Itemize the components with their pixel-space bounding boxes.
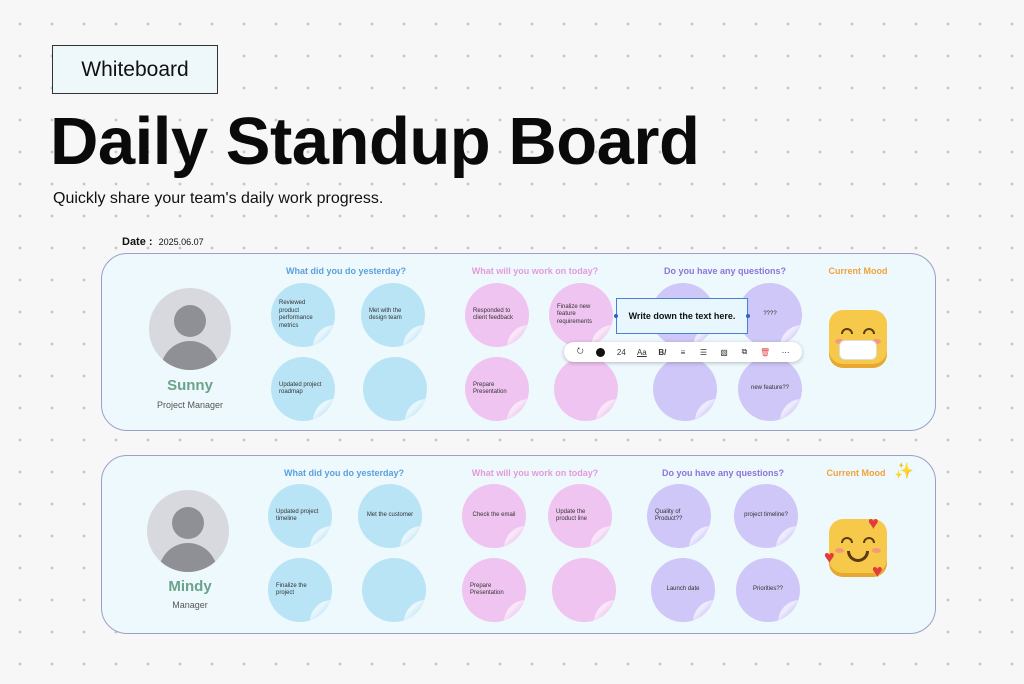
textbox-content: Write down the text here. <box>628 311 736 321</box>
note-text: Check the email <box>472 512 516 519</box>
heart-icon: ♥ <box>824 547 835 567</box>
avatar-icon <box>149 288 231 370</box>
note-text: Quality of Product?? <box>655 508 683 523</box>
sticky-note[interactable]: Quality of Product?? <box>647 484 711 548</box>
header-questions: Do you have any questions? <box>661 468 785 478</box>
sticky-note[interactable]: Finalize new feature requirements <box>549 283 613 347</box>
sticky-note[interactable] <box>362 558 426 622</box>
note-text: Updated project roadmap <box>279 381 322 396</box>
member-name: Mindy <box>168 578 212 595</box>
member-role: Manager <box>172 600 208 610</box>
sticky-note[interactable]: Prepare Presentation <box>462 558 526 622</box>
heart-icon: ♥ <box>872 561 883 581</box>
sticky-note[interactable]: Responded to client feedback <box>465 283 529 347</box>
sticky-note[interactable]: Check the email <box>462 484 526 548</box>
copy-icon[interactable]: ⧉ <box>741 347 748 356</box>
sticky-note[interactable]: Priorities?? <box>736 558 800 622</box>
sticky-note[interactable]: Finalize the project <box>268 558 332 622</box>
more-icon[interactable]: ⋯ <box>781 347 790 357</box>
date-label: Date : 2025.06.07 <box>122 236 204 248</box>
mask-face-emoji-icon[interactable] <box>829 310 887 368</box>
note-text: Finalize the project <box>276 582 307 597</box>
party-popper-icon: ✨ <box>894 463 914 480</box>
note-text: Finalize new feature requirements <box>557 303 593 325</box>
header-today: What will you work on today? <box>471 468 599 478</box>
sticky-note[interactable]: Update the product line <box>548 484 612 548</box>
header-today: What will you work on today? <box>471 266 599 276</box>
paint-bucket-icon[interactable]: ⭮ <box>576 346 584 355</box>
resize-handle-right[interactable] <box>746 314 750 318</box>
text-input-box[interactable]: Write down the text here. <box>614 298 750 334</box>
page-title: Daily Standup Board <box>50 104 700 179</box>
avatar-icon <box>147 490 229 572</box>
member-role: Project Manager <box>156 400 224 410</box>
sticky-note[interactable]: Reviewed product performance metrics <box>271 283 335 347</box>
border-icon[interactable]: ▧ <box>720 347 728 357</box>
list-icon[interactable]: ☰ <box>699 347 708 357</box>
sticky-note[interactable] <box>554 357 618 421</box>
heart-icon: ♥ <box>868 513 879 533</box>
note-text: Priorities?? <box>752 586 783 593</box>
date-caption: Date : <box>122 236 153 248</box>
board-type-tag: Whiteboard <box>52 45 218 94</box>
font-size-value[interactable]: 24 <box>616 347 626 357</box>
note-text: Launch date <box>666 586 700 593</box>
delete-icon[interactable]: 🗑 <box>759 347 771 357</box>
page-subtitle: Quickly share your team's daily work pro… <box>53 190 384 207</box>
sticky-note[interactable]: Prepare Presentation <box>465 357 529 421</box>
note-text: Met with the design team <box>369 307 402 322</box>
note-text: Met the customer <box>366 512 414 519</box>
note-text: new feature?? <box>750 385 790 392</box>
sticky-note[interactable] <box>363 357 427 421</box>
note-text: Update the product line <box>556 508 588 523</box>
text-format-toolbar: ⭮ 24 Aa B/ ≡ ☰ ▧ ⧉ 🗑 ⋯ <box>564 342 802 362</box>
header-yesterday: What did you do yesterday? <box>283 468 404 478</box>
sticky-note[interactable]: Updated project timeline <box>268 484 332 548</box>
sticky-note[interactable] <box>653 357 717 421</box>
header-yesterday: What did you do yesterday? <box>285 266 406 276</box>
sticky-note[interactable]: Updated project roadmap <box>271 357 335 421</box>
note-text: Prepare Presentation <box>470 582 504 597</box>
member-name: Sunny <box>167 377 213 394</box>
note-text: project timeline? <box>744 512 788 519</box>
font-style-icon[interactable]: Aa <box>636 347 647 357</box>
sticky-note[interactable]: Met the customer <box>358 484 422 548</box>
sticky-note[interactable]: Launch date <box>651 558 715 622</box>
note-text: Updated project timeline <box>276 508 319 523</box>
note-text: Responded to client feedback <box>473 307 514 322</box>
smiling-hearts-emoji-icon[interactable] <box>829 519 887 577</box>
note-text: Reviewed product performance metrics <box>279 300 313 329</box>
sticky-note[interactable]: project timeline? <box>734 484 798 548</box>
header-mood: Current Mood <box>826 468 886 478</box>
color-dot-icon[interactable] <box>594 345 608 359</box>
sticky-note[interactable] <box>552 558 616 622</box>
bold-italic-icon[interactable]: B/ <box>658 347 667 357</box>
date-value: 2025.06.07 <box>158 237 204 247</box>
note-text: Prepare Presentation <box>473 381 507 396</box>
header-questions: Do you have any questions? <box>663 266 787 276</box>
header-mood: Current Mood <box>828 266 888 276</box>
sticky-note[interactable]: new feature?? <box>738 357 802 421</box>
resize-handle-left[interactable] <box>614 314 618 318</box>
sticky-note[interactable]: ???? <box>738 283 802 347</box>
sticky-note[interactable]: Met with the design team <box>361 283 425 347</box>
align-icon[interactable]: ≡ <box>680 347 686 357</box>
note-text: ???? <box>763 311 777 318</box>
